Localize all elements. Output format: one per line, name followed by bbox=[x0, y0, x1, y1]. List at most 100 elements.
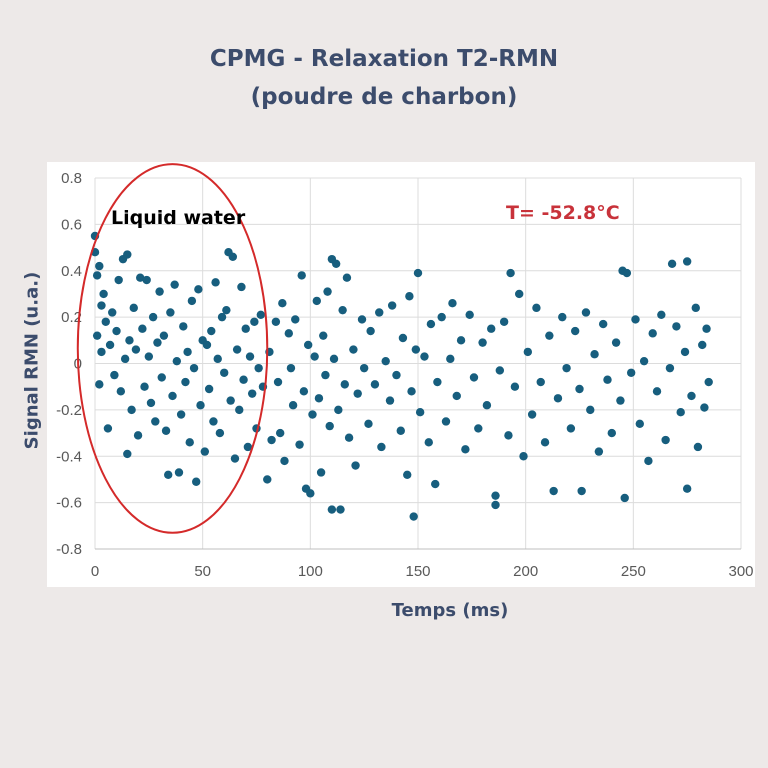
data-point bbox=[631, 315, 640, 324]
data-point bbox=[172, 356, 182, 366]
data-point bbox=[338, 305, 347, 315]
data-point bbox=[280, 456, 289, 466]
data-point bbox=[232, 345, 242, 354]
data-point bbox=[105, 340, 115, 350]
data-point bbox=[220, 368, 229, 377]
data-point bbox=[676, 407, 685, 417]
data-point bbox=[192, 477, 201, 486]
chart-subtitle: (poudre de charbon) bbox=[250, 84, 518, 110]
data-point bbox=[243, 442, 253, 452]
data-point bbox=[532, 303, 541, 313]
data-point bbox=[413, 268, 423, 278]
data-point bbox=[672, 322, 681, 331]
data-point bbox=[536, 377, 545, 387]
data-point bbox=[448, 299, 457, 308]
data-point bbox=[465, 310, 474, 320]
data-point bbox=[161, 426, 171, 435]
data-point bbox=[626, 368, 636, 377]
data-point bbox=[622, 268, 632, 278]
data-point bbox=[297, 271, 306, 280]
data-point bbox=[153, 338, 162, 347]
data-point bbox=[123, 250, 132, 259]
data-point bbox=[286, 363, 296, 373]
data-point bbox=[120, 354, 130, 364]
x-tick-label: 200 bbox=[513, 563, 538, 580]
data-point bbox=[131, 345, 141, 354]
data-point bbox=[474, 424, 483, 433]
data-point bbox=[245, 352, 255, 361]
data-point bbox=[403, 470, 412, 479]
data-point bbox=[680, 347, 690, 357]
data-point bbox=[620, 493, 629, 503]
data-point bbox=[310, 352, 319, 361]
data-point bbox=[183, 347, 192, 357]
data-point bbox=[515, 289, 524, 299]
data-point bbox=[344, 433, 354, 442]
data-point bbox=[682, 484, 692, 493]
data-point bbox=[491, 491, 500, 500]
data-point bbox=[217, 312, 227, 322]
data-point bbox=[611, 338, 621, 347]
data-point bbox=[144, 352, 154, 361]
data-point bbox=[207, 326, 216, 336]
y-tick-label: -0.2 bbox=[56, 402, 82, 419]
data-point bbox=[644, 456, 653, 466]
data-point bbox=[235, 405, 244, 415]
data-point bbox=[635, 419, 644, 428]
data-point bbox=[549, 486, 558, 496]
data-point bbox=[306, 489, 315, 498]
data-point bbox=[353, 389, 362, 398]
data-point bbox=[469, 373, 479, 382]
data-point bbox=[607, 428, 616, 438]
data-point bbox=[321, 370, 330, 380]
data-point bbox=[540, 438, 550, 447]
data-point bbox=[682, 257, 692, 266]
data-point bbox=[562, 363, 571, 373]
data-point bbox=[92, 271, 102, 280]
data-point bbox=[284, 329, 293, 338]
data-point bbox=[667, 259, 677, 268]
data-point bbox=[336, 505, 345, 514]
data-point bbox=[577, 486, 586, 496]
data-point bbox=[461, 445, 470, 454]
data-point bbox=[693, 442, 703, 452]
data-point bbox=[398, 333, 408, 343]
data-point bbox=[155, 287, 164, 296]
data-point bbox=[396, 426, 405, 435]
data-point bbox=[237, 282, 246, 292]
data-point bbox=[95, 261, 104, 271]
data-point bbox=[392, 370, 401, 380]
data-point bbox=[351, 461, 360, 470]
data-point bbox=[226, 396, 235, 405]
data-point bbox=[698, 340, 707, 350]
data-point bbox=[603, 375, 612, 384]
data-point bbox=[140, 382, 149, 391]
data-point bbox=[196, 401, 205, 410]
data-point bbox=[179, 322, 188, 331]
data-point bbox=[127, 405, 136, 415]
data-point bbox=[499, 317, 509, 326]
data-point bbox=[456, 336, 466, 345]
data-point bbox=[288, 401, 298, 410]
data-point bbox=[364, 419, 373, 428]
data-point bbox=[314, 394, 324, 403]
y-tick-label: 0.6 bbox=[61, 216, 82, 233]
data-point bbox=[299, 387, 309, 396]
data-point bbox=[185, 438, 194, 447]
data-point bbox=[327, 505, 337, 514]
data-point bbox=[239, 375, 248, 384]
data-point bbox=[381, 356, 390, 366]
data-point bbox=[211, 278, 220, 287]
y-tick-label: -0.8 bbox=[56, 541, 82, 558]
data-point bbox=[523, 347, 533, 357]
data-point bbox=[187, 296, 197, 306]
data-point bbox=[181, 377, 190, 387]
data-point bbox=[581, 308, 591, 317]
data-point bbox=[385, 396, 395, 405]
data-point bbox=[700, 403, 709, 412]
data-point bbox=[349, 345, 358, 354]
data-point bbox=[510, 382, 520, 391]
liquid-water-ellipse bbox=[76, 163, 269, 534]
y-tick-label: -0.4 bbox=[56, 448, 82, 465]
data-point bbox=[426, 319, 436, 329]
